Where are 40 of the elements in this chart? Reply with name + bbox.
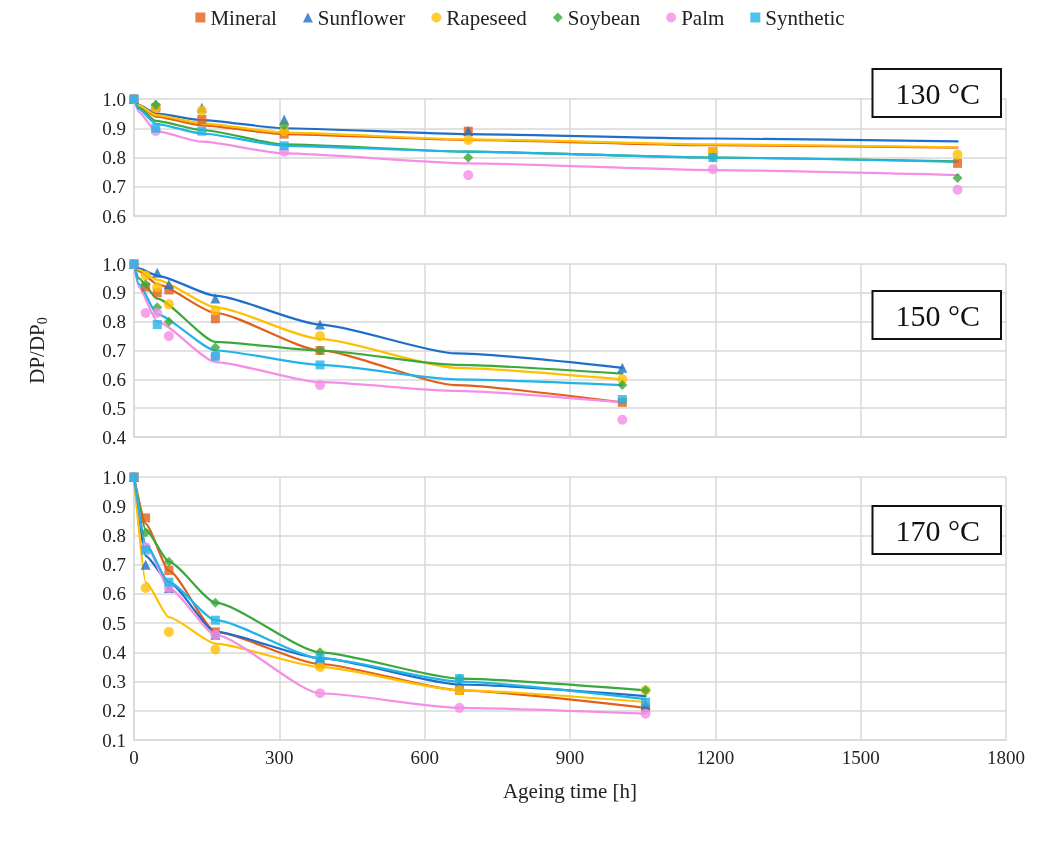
annotation: 170 °C — [895, 513, 981, 547]
y-tick-label: 0.6 — [102, 583, 126, 605]
x-tick-label: 600 — [410, 747, 439, 768]
annotation: 130 °C — [895, 76, 981, 110]
y-tick-label: 0.5 — [102, 612, 126, 634]
y-tick-label: 0.2 — [102, 700, 126, 722]
y-tick-label: 0.7 — [102, 554, 126, 576]
y-tick-label: 0.9 — [102, 495, 126, 517]
x-axis-title: Ageing time [h] — [502, 778, 638, 803]
legend-label: Soybean — [567, 5, 641, 30]
y-tick-label: 0.6 — [102, 368, 126, 390]
y-tick-label: 0.5 — [102, 397, 126, 419]
y-tick-label: 0.6 — [102, 205, 126, 227]
x-tick-label: 300 — [265, 747, 294, 768]
y-axis-title: DP/DP0 — [25, 317, 50, 384]
y-tick-label: 0.8 — [102, 524, 126, 546]
x-tick-label: 1500 — [841, 747, 880, 768]
x-tick-label: 1200 — [696, 747, 735, 768]
legend-label: Rapeseed — [446, 5, 528, 30]
annotation: 150 °C — [895, 298, 981, 332]
y-tick-label: 0.7 — [102, 340, 126, 361]
x-tick-label: 1800 — [987, 747, 1025, 768]
legend-label: Palm — [681, 5, 725, 30]
x-tick-label: 900 — [555, 747, 585, 768]
y-tick-label: 0.9 — [102, 117, 126, 139]
y-tick-label: 0.8 — [102, 311, 126, 333]
y-tick-label: 0.8 — [102, 147, 126, 168]
x-tick-label: 0 — [129, 747, 139, 768]
y-tick-label: 0.1 — [102, 729, 126, 751]
y-tick-label: 0.9 — [102, 282, 126, 304]
y-tick-label: 0.7 — [102, 176, 126, 198]
y-tick-label: 1.0 — [102, 253, 126, 275]
y-tick-label: 0.4 — [102, 641, 127, 663]
y-tick-label: 1.0 — [102, 466, 126, 488]
legend-label: Sunflower — [317, 5, 406, 30]
legend-label: Synthetic — [765, 5, 845, 30]
y-tick-label: 0.4 — [102, 426, 127, 448]
y-tick-label: 0.3 — [102, 671, 126, 693]
legend-label: Mineral — [210, 5, 278, 30]
y-tick-label: 1.0 — [102, 88, 126, 110]
